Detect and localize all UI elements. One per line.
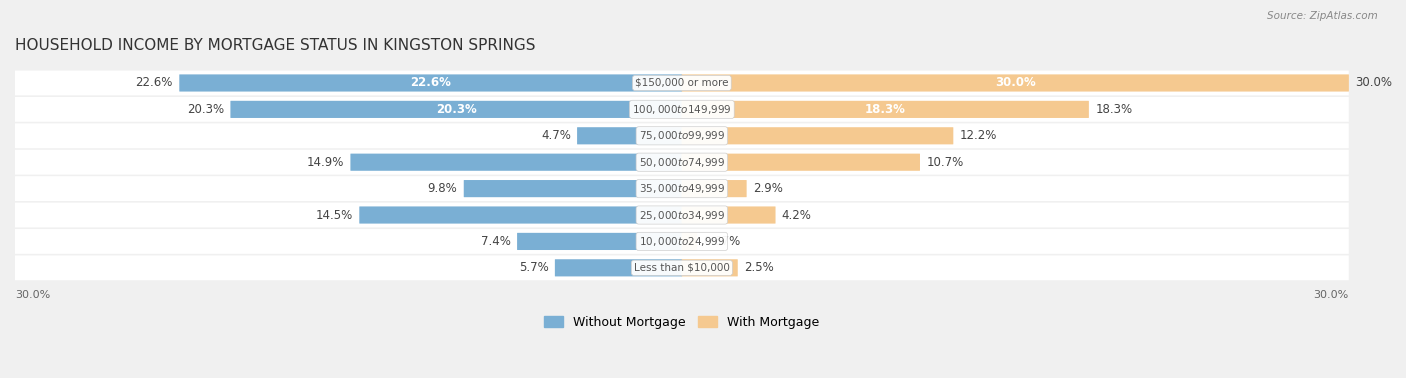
Text: $100,000 to $149,999: $100,000 to $149,999 bbox=[633, 103, 731, 116]
Text: 10.7%: 10.7% bbox=[927, 156, 963, 169]
Text: $50,000 to $74,999: $50,000 to $74,999 bbox=[638, 156, 725, 169]
FancyBboxPatch shape bbox=[464, 180, 682, 197]
Text: $35,000 to $49,999: $35,000 to $49,999 bbox=[638, 182, 725, 195]
FancyBboxPatch shape bbox=[15, 71, 1348, 95]
FancyBboxPatch shape bbox=[15, 229, 1348, 254]
FancyBboxPatch shape bbox=[682, 127, 953, 144]
Text: 30.0%: 30.0% bbox=[995, 76, 1036, 90]
Text: 12.2%: 12.2% bbox=[960, 129, 997, 142]
FancyBboxPatch shape bbox=[555, 259, 682, 276]
FancyBboxPatch shape bbox=[517, 233, 682, 250]
FancyBboxPatch shape bbox=[682, 206, 776, 224]
Text: $10,000 to $24,999: $10,000 to $24,999 bbox=[638, 235, 725, 248]
FancyBboxPatch shape bbox=[231, 101, 682, 118]
Text: 20.3%: 20.3% bbox=[436, 103, 477, 116]
Text: 4.2%: 4.2% bbox=[782, 209, 811, 222]
FancyBboxPatch shape bbox=[682, 101, 1088, 118]
FancyBboxPatch shape bbox=[360, 206, 682, 224]
FancyBboxPatch shape bbox=[682, 233, 697, 250]
Text: 2.5%: 2.5% bbox=[744, 261, 773, 274]
FancyBboxPatch shape bbox=[15, 150, 1348, 175]
Text: 9.8%: 9.8% bbox=[427, 182, 457, 195]
Text: 7.4%: 7.4% bbox=[481, 235, 510, 248]
FancyBboxPatch shape bbox=[15, 123, 1348, 148]
FancyBboxPatch shape bbox=[576, 127, 682, 144]
Text: $25,000 to $34,999: $25,000 to $34,999 bbox=[638, 209, 725, 222]
Text: 5.7%: 5.7% bbox=[519, 261, 548, 274]
Text: 22.6%: 22.6% bbox=[411, 76, 451, 90]
Legend: Without Mortgage, With Mortgage: Without Mortgage, With Mortgage bbox=[544, 316, 820, 329]
FancyBboxPatch shape bbox=[180, 74, 682, 91]
FancyBboxPatch shape bbox=[15, 97, 1348, 122]
Text: 14.5%: 14.5% bbox=[316, 209, 353, 222]
Text: 22.6%: 22.6% bbox=[135, 76, 173, 90]
Text: 14.9%: 14.9% bbox=[307, 156, 344, 169]
Text: 18.3%: 18.3% bbox=[1095, 103, 1132, 116]
FancyBboxPatch shape bbox=[682, 259, 738, 276]
Text: 30.0%: 30.0% bbox=[1355, 76, 1392, 90]
FancyBboxPatch shape bbox=[682, 153, 920, 171]
Text: 20.3%: 20.3% bbox=[187, 103, 224, 116]
Text: Source: ZipAtlas.com: Source: ZipAtlas.com bbox=[1267, 11, 1378, 21]
Text: 0.67%: 0.67% bbox=[703, 235, 741, 248]
FancyBboxPatch shape bbox=[350, 153, 682, 171]
Text: $75,000 to $99,999: $75,000 to $99,999 bbox=[638, 129, 725, 142]
FancyBboxPatch shape bbox=[682, 180, 747, 197]
Text: 30.0%: 30.0% bbox=[15, 290, 51, 300]
FancyBboxPatch shape bbox=[15, 176, 1348, 201]
Text: HOUSEHOLD INCOME BY MORTGAGE STATUS IN KINGSTON SPRINGS: HOUSEHOLD INCOME BY MORTGAGE STATUS IN K… bbox=[15, 37, 536, 53]
Text: 4.7%: 4.7% bbox=[541, 129, 571, 142]
Text: 2.9%: 2.9% bbox=[754, 182, 783, 195]
Text: Less than $10,000: Less than $10,000 bbox=[634, 263, 730, 273]
Text: 18.3%: 18.3% bbox=[865, 103, 905, 116]
FancyBboxPatch shape bbox=[15, 256, 1348, 280]
Text: 30.0%: 30.0% bbox=[1313, 290, 1348, 300]
FancyBboxPatch shape bbox=[15, 203, 1348, 228]
Text: $150,000 or more: $150,000 or more bbox=[636, 78, 728, 88]
FancyBboxPatch shape bbox=[682, 74, 1348, 91]
